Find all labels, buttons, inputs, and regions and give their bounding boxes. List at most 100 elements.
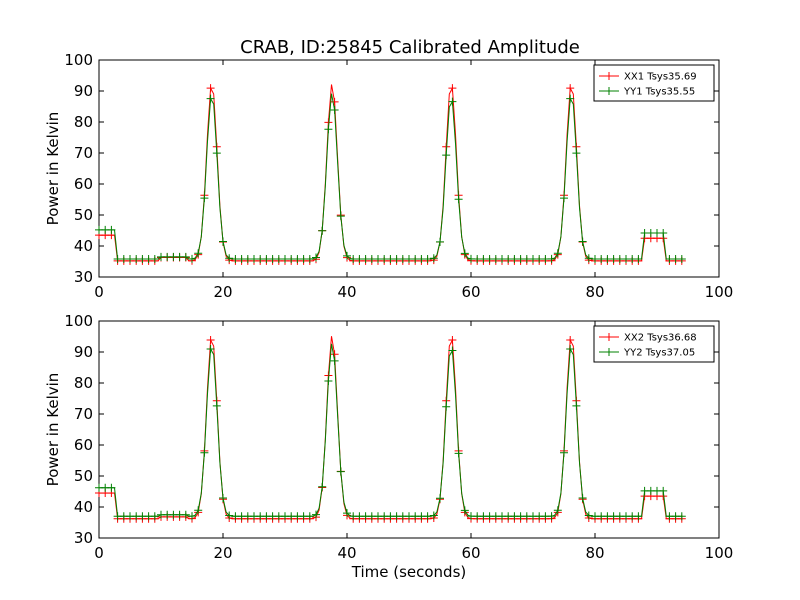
data-point — [578, 237, 587, 246]
data-point — [188, 512, 196, 521]
data-point — [460, 249, 469, 258]
y-tick-label: 90 — [74, 343, 93, 361]
plot-top: 0 20 40 60 80 100 30 40 50 60 70 80 90 100 Power in Ke… — [44, 51, 733, 301]
data-point — [423, 512, 432, 521]
data-point — [330, 97, 339, 106]
data-point — [448, 97, 457, 106]
y-tick-label: 50 — [74, 206, 93, 224]
data-point — [181, 510, 190, 519]
data-point — [442, 402, 451, 411]
data-point — [448, 335, 457, 344]
data-point — [429, 511, 438, 520]
y-tick-label: 60 — [74, 175, 93, 193]
legend-entry: YY2 Tsys37.05 — [623, 348, 695, 359]
y-tick-label: 40 — [74, 237, 93, 255]
data-point — [454, 449, 463, 458]
data-point — [566, 94, 575, 103]
data-point — [181, 252, 190, 261]
data-point — [330, 350, 339, 359]
data-point — [200, 448, 209, 457]
y-tick-label: 50 — [74, 467, 93, 485]
data-point — [566, 344, 575, 353]
x-axis-label: Time (seconds) — [351, 563, 467, 581]
x-tick-label: 20 — [213, 283, 232, 301]
data-point — [324, 125, 333, 134]
data-point — [566, 335, 575, 344]
data-point — [225, 254, 234, 263]
x-tick-label: 0 — [94, 283, 104, 301]
data-point — [188, 254, 196, 263]
data-point — [206, 344, 215, 353]
data-point — [584, 511, 593, 520]
data-point — [330, 105, 339, 114]
chart-title: CRAB, ID:25845 Calibrated Amplitude — [240, 37, 580, 58]
data-point — [305, 512, 314, 521]
x-tick-label: 20 — [213, 544, 232, 562]
data-point — [206, 84, 215, 93]
data-point — [677, 255, 686, 264]
data-point — [212, 401, 221, 410]
data-point — [436, 494, 444, 503]
data-point — [560, 194, 568, 203]
data-point — [442, 151, 451, 160]
data-point — [448, 84, 457, 93]
data-point — [200, 194, 209, 203]
data-point — [150, 255, 159, 264]
data-point — [336, 212, 345, 221]
data-point — [454, 195, 463, 204]
data-point — [219, 237, 227, 246]
data-point — [429, 254, 438, 263]
y-tick-label: 100 — [64, 51, 93, 69]
x-tick-label: 0 — [94, 544, 104, 562]
y-tick-label: 80 — [74, 113, 93, 131]
data-point — [324, 376, 333, 385]
x-tick-label: 100 — [705, 283, 734, 301]
data-point — [547, 512, 556, 521]
data-point — [436, 237, 444, 246]
data-point — [659, 486, 668, 495]
series-2 — [95, 343, 686, 521]
legend-marker — [605, 348, 613, 356]
x-tick-label: 80 — [585, 283, 604, 301]
data-point — [634, 255, 643, 264]
x-tick-label: 80 — [585, 544, 604, 562]
y-axis-label: Power in Kelvin — [44, 112, 62, 226]
data-point — [584, 254, 593, 263]
y-tick-label: 60 — [74, 436, 93, 454]
data-point — [107, 225, 116, 234]
legend-marker — [605, 333, 613, 341]
legend-entry: XX1 Tsys35.69 — [624, 72, 697, 83]
x-tick-label: 40 — [337, 544, 356, 562]
data-point — [305, 254, 314, 263]
x-tick-label: 100 — [705, 544, 734, 562]
data-point — [312, 510, 320, 519]
y-tick-label: 90 — [74, 82, 93, 100]
y-tick-label: 80 — [74, 374, 93, 392]
data-point — [423, 255, 432, 264]
y-tick-label: 30 — [74, 529, 93, 547]
data-point — [206, 335, 215, 344]
data-point — [572, 401, 581, 410]
data-point — [343, 509, 351, 518]
x-tick-label: 60 — [461, 544, 480, 562]
y-axis-label: Power in Kelvin — [44, 373, 62, 487]
data-point — [560, 448, 568, 457]
x-tick-label: 40 — [337, 283, 356, 301]
legend: XX1 Tsys35.69 YY1 Tsys35.55 — [593, 64, 715, 102]
legend: XX2 Tsys36.68 YY2 Tsys37.05 — [593, 325, 715, 363]
y-tick-label: 100 — [64, 312, 93, 330]
data-point — [318, 482, 327, 491]
data-point — [212, 149, 221, 158]
data-point — [336, 467, 345, 476]
data-point — [312, 253, 320, 262]
y-tick-label: 40 — [74, 498, 93, 516]
data-point — [318, 226, 327, 235]
data-point — [553, 249, 562, 258]
y-tick-label: 30 — [74, 268, 93, 286]
data-point — [194, 249, 203, 258]
data-point — [150, 512, 159, 521]
data-point — [194, 506, 203, 515]
legend-entry: XX2 Tsys36.68 — [624, 333, 697, 344]
data-point — [225, 511, 234, 520]
